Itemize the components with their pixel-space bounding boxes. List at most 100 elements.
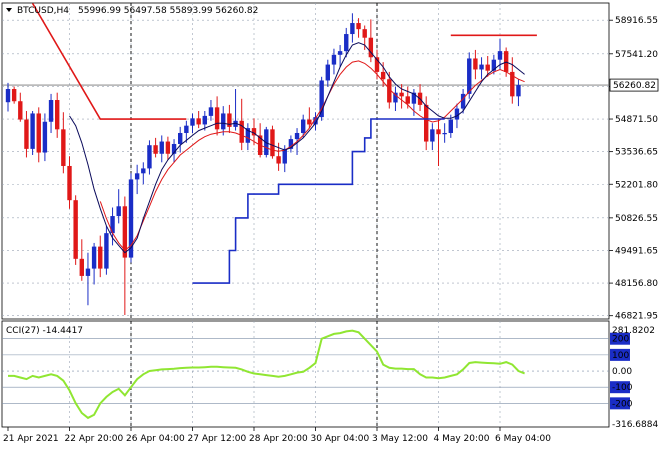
- candle-body: [5, 89, 11, 103]
- candle-body: [325, 64, 330, 81]
- candle-body: [350, 23, 355, 35]
- candle-body: [473, 58, 478, 70]
- symbol-dropdown-icon[interactable]: [6, 8, 12, 12]
- candle-body: [36, 113, 41, 153]
- cci-header: CCI(27) -14.4417 281.8202 -316.6884: [6, 326, 658, 430]
- candle-body: [516, 85, 521, 97]
- candle-body: [171, 143, 177, 154]
- candle-body: [442, 132, 447, 135]
- candle-body: [270, 129, 275, 157]
- cci-level-box: [610, 332, 630, 345]
- candle-body: [491, 59, 497, 71]
- candle-body: [91, 246, 97, 269]
- candle-body: [331, 54, 337, 65]
- price-tick-label: 57541.20: [615, 50, 658, 60]
- candle-body: [479, 64, 484, 70]
- cci-min-label: -316.6884: [612, 420, 658, 430]
- cci-line: [8, 329, 525, 420]
- cci-level-box: [610, 397, 630, 410]
- cci-tick-label: 200: [612, 335, 629, 345]
- price-tick-label: 53536.65: [615, 148, 658, 158]
- candle-body: [245, 128, 251, 143]
- stop-down-line: [31, 2, 187, 120]
- candle-body: [178, 132, 183, 144]
- candle-body: [288, 139, 294, 149]
- price-tick-label: 49491.65: [615, 246, 658, 256]
- candle-body: [460, 93, 466, 109]
- candle-body: [227, 113, 232, 127]
- candle-body: [454, 108, 460, 120]
- cci-level-box: [610, 348, 630, 361]
- price-tick-label: 58916.55: [615, 16, 658, 26]
- candle-body: [276, 156, 281, 164]
- candle-body: [128, 179, 134, 258]
- candle-body: [208, 107, 214, 116]
- candle-body: [165, 141, 171, 154]
- candle-body: [24, 119, 29, 149]
- candle-body: [436, 129, 441, 135]
- time-tick-label: 30 Apr 04:00: [311, 434, 370, 444]
- candle-body: [11, 89, 17, 102]
- ma-fast-line: [69, 42, 525, 254]
- candle-body: [374, 57, 380, 72]
- time-tick-label: 27 Apr 12:00: [188, 434, 247, 444]
- price-tick-label: 52201.80: [615, 180, 658, 190]
- candle-body: [153, 145, 158, 154]
- candle-body: [79, 258, 84, 276]
- current-price-marker: 56260.82: [609, 78, 659, 92]
- candle-body: [214, 107, 220, 130]
- cci-tick-label: -100: [612, 383, 633, 393]
- candle-body: [196, 118, 201, 125]
- candle-body: [448, 119, 453, 133]
- candle-body: [264, 129, 269, 155]
- cci-max-label: 281.8202: [612, 326, 655, 336]
- candle-body: [42, 121, 48, 153]
- candle-body: [98, 246, 103, 269]
- candle-body: [467, 58, 472, 94]
- candle-body: [110, 216, 115, 234]
- candle-body: [510, 71, 515, 97]
- candle-body: [116, 206, 121, 217]
- candle-body: [30, 113, 35, 149]
- price-tick-label: 46821.95: [615, 312, 658, 322]
- candle-body: [319, 80, 324, 118]
- chart-header: BTCUSD,H4 55996.99 56497.58 55893.99 562…: [6, 6, 258, 16]
- time-tick-label: 6 May 04:00: [495, 434, 551, 444]
- candle-body: [221, 113, 226, 130]
- candle-body: [313, 117, 318, 125]
- candle-body: [61, 129, 66, 166]
- candle-body: [141, 168, 146, 174]
- candle-body: [122, 206, 128, 258]
- ohlc-values: 55996.99 56497.58 55893.99 56260.82: [78, 6, 258, 16]
- candle-body: [337, 51, 343, 55]
- candle-body: [503, 51, 509, 72]
- candle-body: [85, 268, 91, 276]
- candle-body: [344, 34, 349, 52]
- main-price-panel: 58916.5557541.2056195.8554871.5053536.65…: [1, 2, 658, 322]
- candle-body: [380, 71, 386, 80]
- candle-body: [239, 120, 244, 143]
- candle-body: [497, 51, 503, 60]
- cci-panel-frame: [1, 320, 610, 428]
- price-tick-label: 54871.50: [615, 115, 658, 125]
- cci-tick-label: 0.00: [612, 367, 632, 377]
- cci-tick-label: 100: [612, 351, 629, 361]
- candle-body: [301, 119, 306, 133]
- candle-body: [411, 92, 417, 104]
- candle-body: [48, 100, 54, 122]
- candle-body: [430, 129, 435, 142]
- candle-body: [405, 96, 410, 104]
- price-tick-label: 50826.55: [615, 214, 658, 224]
- current-price-box: [609, 78, 659, 92]
- price-panel-frame: [1, 2, 610, 320]
- time-tick-label: 26 Apr 04:00: [126, 434, 185, 444]
- time-tick-label: 3 May 12:00: [372, 434, 428, 444]
- time-tick-label: 22 Apr 20:00: [65, 434, 124, 444]
- symbol-label: BTCUSD,H4: [17, 6, 69, 16]
- ma-slow-line: [99, 60, 525, 251]
- time-axis: 21 Apr 2021 22 Apr 20:00 26 Apr 04:00 27 Ap…: [3, 427, 551, 444]
- candle-body: [190, 118, 195, 126]
- cci-level-box: [610, 381, 630, 394]
- candle-body: [294, 132, 300, 140]
- candle-body: [134, 173, 140, 180]
